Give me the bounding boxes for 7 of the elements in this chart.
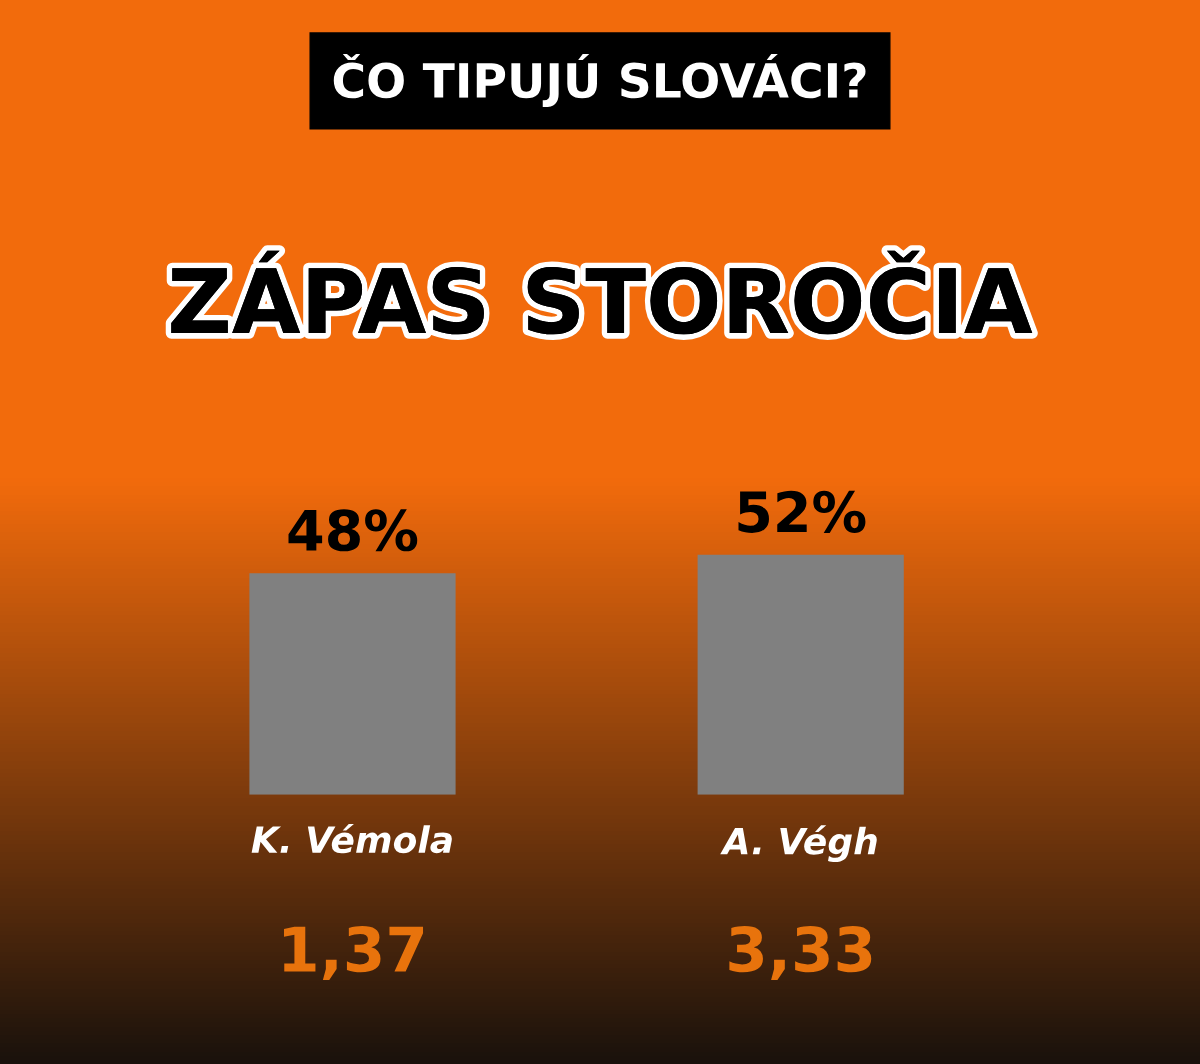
chart-subtitle: ČO TIPUJÚ SLOVÁCI?: [333, 53, 866, 108]
data-label: 48%: [288, 509, 418, 552]
data-label: 52%: [738, 490, 866, 533]
text: 3,33: [729, 926, 872, 981]
x-tick-label: A. Végh: [720, 825, 877, 863]
text: 1,37: [284, 926, 424, 981]
x-tick-label: K. Vémola: [251, 823, 452, 854]
